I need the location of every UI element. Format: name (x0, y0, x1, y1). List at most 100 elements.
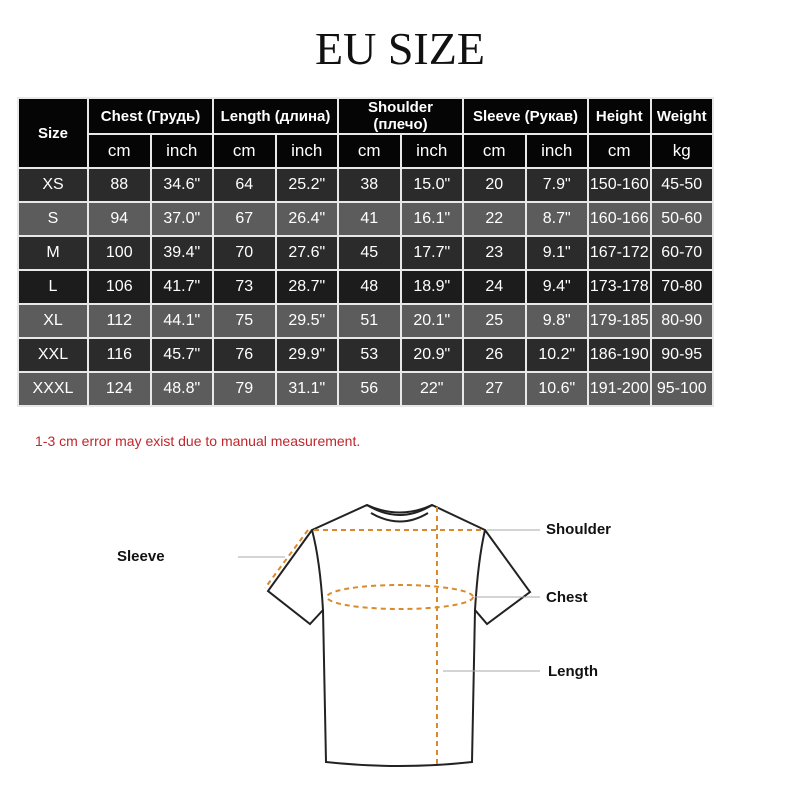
table-cell: 100 (87, 235, 152, 271)
chest-header: Chest (Грудь) (87, 97, 214, 135)
table-cell: 8.7" (524, 201, 589, 237)
table-cell: 45.7" (149, 337, 214, 373)
shoulder-label: Shoulder (546, 521, 612, 538)
table-cell: 73 (212, 269, 277, 305)
size-cell: XS (17, 167, 89, 203)
unit-header: inch (274, 133, 339, 169)
table-cell: 106 (87, 269, 152, 305)
unit-header: cm (212, 133, 277, 169)
table-cell: 186-190 (587, 337, 652, 373)
unit-header: kg (649, 133, 714, 169)
table-row: S 94 37.0" 67 26.4" 41 16.1" 22 8.7" 160-166 50-60 (17, 201, 780, 237)
table-cell: 95-100 (649, 371, 714, 407)
size-table: Size Chest (Грудь) Length (длина) Should… (17, 97, 781, 407)
sleeve-measure (264, 529, 309, 589)
height-header: Height (587, 97, 652, 135)
table-cell: 18.9" (399, 269, 464, 305)
table-cell: 90-95 (649, 337, 714, 373)
table-cell: 37.0" (149, 201, 214, 237)
table-cell: 45-50 (649, 167, 714, 203)
table-cell: 20.1" (399, 303, 464, 339)
sleeve-label: Sleeve (117, 548, 165, 565)
table-cell: 34.6" (149, 167, 214, 203)
unit-header: cm (337, 133, 402, 169)
table-cell: 116 (87, 337, 152, 373)
page-title: EU SIZE (315, 23, 485, 74)
table-cell: 23 (462, 235, 527, 271)
tshirt-outline (266, 503, 532, 767)
chest-label: Chest (546, 589, 588, 606)
table-cell: 9.4" (524, 269, 589, 305)
table-cell: 24 (462, 269, 527, 305)
table-cell: 9.1" (524, 235, 589, 271)
unit-header: cm (587, 133, 652, 169)
table-cell: 41.7" (149, 269, 214, 305)
table-cell: 17.7" (399, 235, 464, 271)
table-row: XL 112 44.1" 75 29.5" 51 20.1" 25 9.8" 179-185 80-… (17, 303, 780, 339)
table-cell: 27.6" (274, 235, 339, 271)
table-cell: 25 (462, 303, 527, 339)
table-cell: 41 (337, 201, 402, 237)
table-cell: 25.2" (274, 167, 339, 203)
table-row: XXXL 124 48.8" 79 31.1" 56 22" 27 10.6" 191-200 95… (17, 371, 780, 407)
table-cell: 15.0" (399, 167, 464, 203)
table-cell: 16.1" (399, 201, 464, 237)
table-cell: 26.4" (274, 201, 339, 237)
size-header: Size (17, 97, 89, 169)
table-row: L 106 41.7" 73 28.7" 48 18.9" 24 9.4" 173-178 70-8… (17, 269, 780, 305)
table-cell: 50-60 (649, 201, 714, 237)
table-cell: 51 (337, 303, 402, 339)
table-cell: 88 (87, 167, 152, 203)
size-cell: M (17, 235, 89, 271)
table-cell: 112 (87, 303, 152, 339)
table-cell: 160-166 (587, 201, 652, 237)
table-cell: 22 (462, 201, 527, 237)
measure-lines (264, 507, 483, 765)
table-cell: 124 (87, 371, 152, 407)
table-cell: 29.9" (274, 337, 339, 373)
table-cell: 60-70 (649, 235, 714, 271)
unit-header: cm (462, 133, 527, 169)
table-cell: 79 (212, 371, 277, 407)
unit-header: inch (399, 133, 464, 169)
table-cell: 64 (212, 167, 277, 203)
table-cell: 20 (462, 167, 527, 203)
shoulder-header: Shoulder (плечо) (337, 97, 464, 135)
size-cell: XL (17, 303, 89, 339)
unit-header: cm (87, 133, 152, 169)
table-cell: 10.6" (524, 371, 589, 407)
tshirt-diagram (238, 503, 540, 767)
table-cell: 53 (337, 337, 402, 373)
unit-header: inch (524, 133, 589, 169)
table-cell: 27 (462, 371, 527, 407)
table-cell: 9.8" (524, 303, 589, 339)
table-cell: 80-90 (649, 303, 714, 339)
table-cell: 150-160 (587, 167, 652, 203)
measurement-note: 1-3 cm error may exist due to manual mea… (35, 433, 361, 449)
table-cell: 45 (337, 235, 402, 271)
table-cell: 191-200 (587, 371, 652, 407)
table-cell: 75 (212, 303, 277, 339)
table-cell: 179-185 (587, 303, 652, 339)
table-cell: 29.5" (274, 303, 339, 339)
size-cell: S (17, 201, 89, 237)
table-cell: 28.7" (274, 269, 339, 305)
table-cell: 167-172 (587, 235, 652, 271)
table-cell: 7.9" (524, 167, 589, 203)
table-cell: 67 (212, 201, 277, 237)
table-cell: 44.1" (149, 303, 214, 339)
table-cell: 94 (87, 201, 152, 237)
table-cell: 48 (337, 269, 402, 305)
table-cell: 70-80 (649, 269, 714, 305)
size-cell: XXXL (17, 371, 89, 407)
table-cell: 70 (212, 235, 277, 271)
chest-measure (326, 584, 474, 610)
table-row: XXL 116 45.7" 76 29.9" 53 20.9" 26 10.2" 186-190 9… (17, 337, 780, 373)
table-cell: 48.8" (149, 371, 214, 407)
unit-header: inch (149, 133, 214, 169)
sleeve-header: Sleeve (Рукав) (462, 97, 589, 135)
table-cell: 20.9" (399, 337, 464, 373)
table-cell: 22" (399, 371, 464, 407)
table-row: M 100 39.4" 70 27.6" 45 17.7" 23 9.1" 167-172 60-7… (17, 235, 780, 271)
size-cell: L (17, 269, 89, 305)
